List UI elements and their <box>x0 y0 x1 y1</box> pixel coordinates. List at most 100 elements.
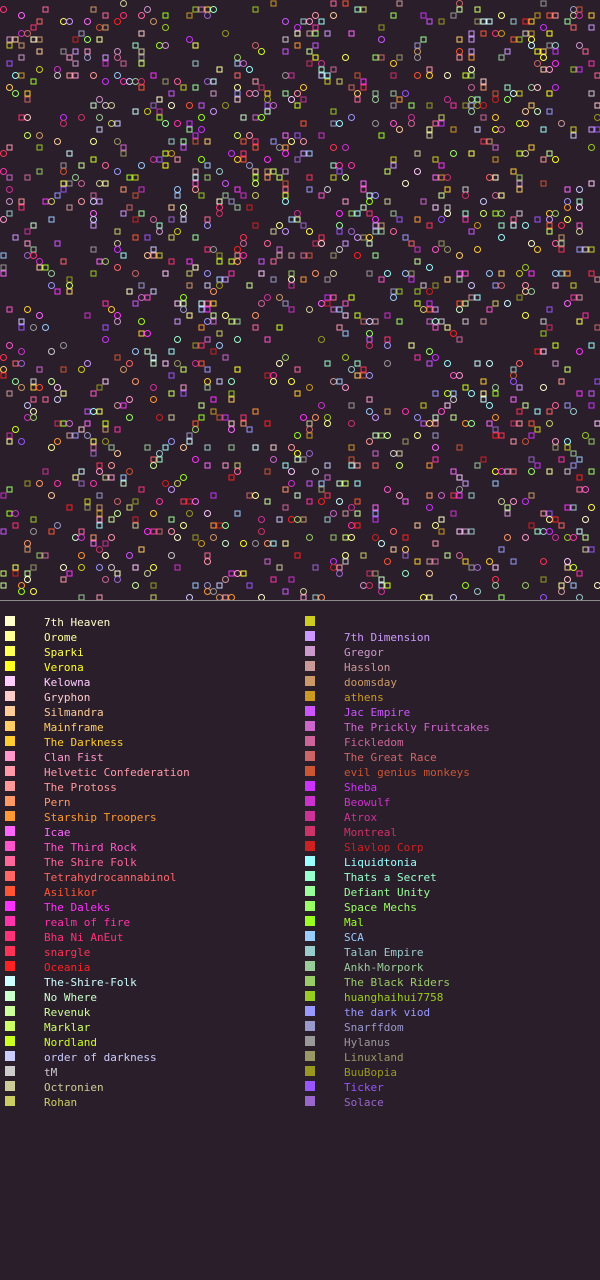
map-square <box>330 162 337 169</box>
map-square <box>114 426 121 433</box>
map-square <box>36 168 43 175</box>
map-square <box>54 420 61 427</box>
map-square <box>282 504 289 511</box>
map-square <box>456 336 463 343</box>
map-square <box>378 432 385 439</box>
map-square <box>534 426 541 433</box>
legend-label: SCA <box>344 931 364 944</box>
map-square <box>54 288 61 295</box>
map-square <box>444 276 451 283</box>
map-square <box>276 324 283 331</box>
map-square <box>192 168 199 175</box>
legend-label: Hylanus <box>344 1036 391 1049</box>
map-circle <box>30 408 37 415</box>
map-circle <box>204 78 211 85</box>
map-circle <box>6 342 13 349</box>
map-square <box>552 48 559 55</box>
map-square <box>6 390 13 397</box>
map-square <box>168 372 175 379</box>
map-view[interactable] <box>0 0 600 600</box>
map-circle <box>156 498 163 505</box>
map-circle <box>456 552 463 559</box>
map-circle <box>222 312 229 319</box>
map-square <box>426 18 433 25</box>
map-circle <box>114 402 121 409</box>
map-circle <box>24 414 31 421</box>
map-square <box>372 252 379 259</box>
map-square <box>138 60 145 67</box>
map-square <box>96 504 103 511</box>
map-circle <box>426 420 433 427</box>
map-square <box>396 450 403 457</box>
map-square <box>228 198 235 205</box>
map-circle <box>522 288 529 295</box>
map-circle <box>168 150 175 157</box>
map-square <box>204 162 211 169</box>
map-circle <box>48 348 55 355</box>
map-square <box>462 186 469 193</box>
map-circle <box>348 522 355 529</box>
map-square <box>450 102 457 109</box>
map-square <box>84 312 91 319</box>
map-square <box>576 294 583 301</box>
color-swatch <box>305 976 315 986</box>
map-circle <box>0 6 7 13</box>
map-square <box>540 330 547 337</box>
map-circle <box>18 438 25 445</box>
map-square <box>228 258 235 265</box>
map-square <box>258 258 265 265</box>
legend-label: Solace <box>344 1096 384 1109</box>
map-square <box>252 408 259 415</box>
map-square <box>324 294 331 301</box>
map-square <box>186 12 193 19</box>
map-circle <box>576 12 583 19</box>
map-square <box>426 492 433 499</box>
map-circle <box>60 114 67 121</box>
color-swatch <box>5 1036 15 1046</box>
map-square <box>234 96 241 103</box>
map-square <box>78 594 85 600</box>
map-square <box>402 438 409 445</box>
legend-label: doomsday <box>344 676 397 689</box>
map-square <box>456 444 463 451</box>
map-circle <box>126 552 133 559</box>
map-circle <box>456 252 463 259</box>
map-circle <box>54 138 61 145</box>
map-square <box>24 96 31 103</box>
color-swatch <box>5 661 15 671</box>
map-square <box>300 150 307 157</box>
legend-label: Mainframe <box>44 721 104 734</box>
map-square <box>180 216 187 223</box>
map-square <box>156 108 163 115</box>
map-circle <box>150 462 157 469</box>
map-circle <box>108 306 115 313</box>
map-square <box>102 12 109 19</box>
map-square <box>462 384 469 391</box>
color-swatch <box>5 676 15 686</box>
legend-label: Liquidtonia <box>344 856 417 869</box>
legend-item: BuuBopia <box>300 1065 600 1080</box>
map-circle <box>0 216 7 223</box>
map-square <box>348 444 355 451</box>
map-square <box>492 174 499 181</box>
legend-label: Sheba <box>344 781 378 794</box>
map-square <box>498 222 505 229</box>
map-circle <box>210 588 217 595</box>
map-square <box>504 48 511 55</box>
map-square <box>378 576 385 583</box>
map-circle <box>498 126 505 133</box>
map-circle <box>384 486 391 493</box>
map-circle <box>54 522 61 529</box>
map-circle <box>90 408 97 415</box>
map-circle <box>282 72 289 79</box>
legend-item: The Black Riders <box>300 975 600 990</box>
map-square <box>6 486 13 493</box>
map-circle <box>378 36 385 43</box>
map-square <box>402 534 409 541</box>
map-circle <box>384 432 391 439</box>
map-square <box>384 408 391 415</box>
map-square <box>282 180 289 187</box>
map-square <box>348 462 355 469</box>
map-square <box>372 450 379 457</box>
map-square <box>342 558 349 565</box>
